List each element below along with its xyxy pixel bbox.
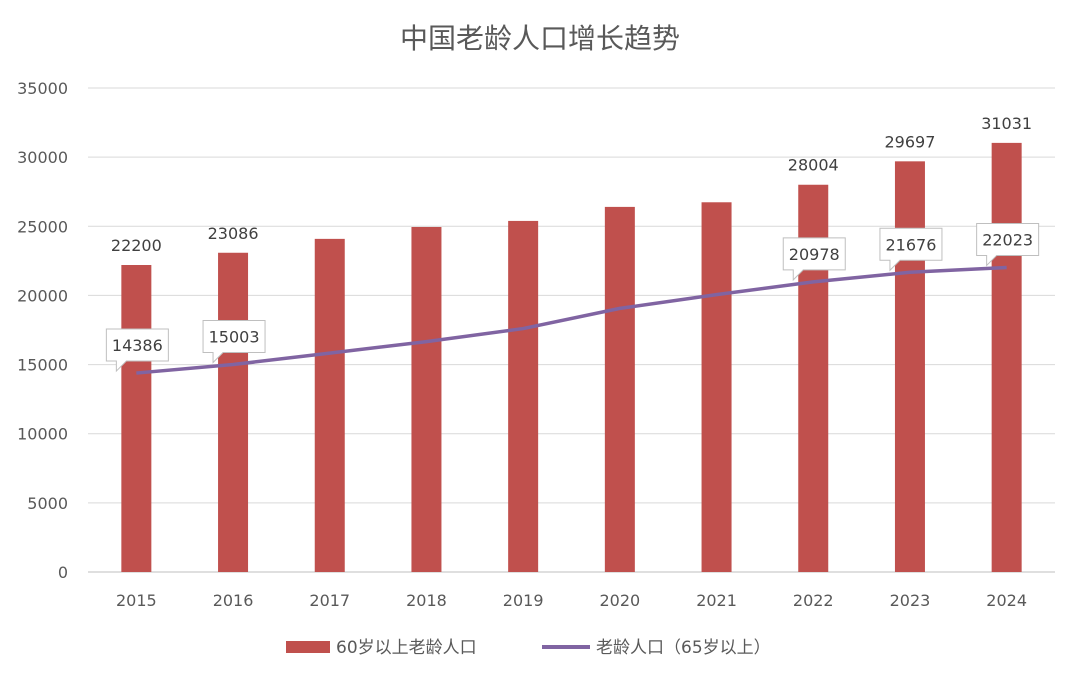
line-value-label: 14386 xyxy=(112,336,163,355)
bar-value-label: 28004 xyxy=(788,156,839,175)
line-value-callout: 14386 xyxy=(105,328,169,373)
line-value-label: 15003 xyxy=(209,328,260,347)
bar-2020 xyxy=(604,206,635,572)
callout-box xyxy=(105,328,169,373)
bar-2015 xyxy=(121,265,152,572)
bar-2024 xyxy=(991,142,1022,572)
legend: 60岁以上老龄人口 老龄人口（65岁以上） xyxy=(286,638,771,658)
bar-value-label: 29697 xyxy=(884,132,935,151)
legend-swatch-bar xyxy=(286,641,330,653)
y-tick-label: 35000 xyxy=(17,79,68,98)
callout-box xyxy=(879,227,943,272)
x-tick-label: 2018 xyxy=(406,591,447,610)
chart-title: 中国老龄人口增长趋势 xyxy=(400,22,680,55)
line-path xyxy=(136,265,1007,375)
gridlines xyxy=(88,87,1055,573)
bar-2017 xyxy=(314,238,345,572)
y-tick-label: 5000 xyxy=(27,494,68,513)
callout-box xyxy=(782,237,846,282)
bar-2016 xyxy=(218,252,249,572)
line-value-callout: 21676 xyxy=(879,227,943,272)
line-value-callout: 15003 xyxy=(202,320,266,364)
x-tick-label: 2016 xyxy=(213,591,254,610)
y-tick-label: 15000 xyxy=(17,356,68,375)
x-tick-label: 2015 xyxy=(116,591,157,610)
line-series xyxy=(136,265,1007,375)
bar-value-label: 31031 xyxy=(981,114,1032,133)
x-tick-label: 2023 xyxy=(890,591,931,610)
line-value-callout: 20978 xyxy=(782,237,846,282)
y-tick-label: 25000 xyxy=(17,217,68,236)
bar-2023 xyxy=(894,161,925,572)
data-labels: 22200 23086 28004 29697 31031 14386 15003 20978… xyxy=(105,114,1040,373)
x-tick-label: 2020 xyxy=(599,591,640,610)
line-value-label: 21676 xyxy=(885,235,936,254)
bar-2019 xyxy=(508,220,539,572)
bar-2021 xyxy=(701,202,732,573)
x-tick-label: 2024 xyxy=(986,591,1027,610)
callout-box xyxy=(202,320,266,364)
bar-series xyxy=(121,142,1022,573)
y-tick-label: 0 xyxy=(58,563,68,582)
legend-label-bar: 60岁以上老龄人口 xyxy=(336,638,477,658)
line-value-callout: 22023 xyxy=(976,222,1040,267)
x-tick-label: 2019 xyxy=(503,591,544,610)
y-tick-label: 30000 xyxy=(17,148,68,167)
bar-value-label: 23086 xyxy=(208,224,259,243)
y-tick-label: 20000 xyxy=(17,286,68,305)
y-axis-ticks: 0 5000 10000 15000 20000 25000 30000 35000 xyxy=(17,79,68,582)
line-value-label: 20978 xyxy=(789,245,840,264)
x-tick-label: 2021 xyxy=(696,591,737,610)
bar-2018 xyxy=(411,226,442,572)
bar-value-label: 22200 xyxy=(111,236,162,255)
x-tick-label: 2022 xyxy=(793,591,834,610)
line-value-label: 22023 xyxy=(982,230,1033,249)
y-tick-label: 10000 xyxy=(17,425,68,444)
callout-box xyxy=(976,222,1040,267)
x-tick-label: 2017 xyxy=(309,591,350,610)
legend-label-line: 老龄人口（65岁以上） xyxy=(596,638,771,658)
x-axis-ticks: 2015 2016 2017 2018 2019 2020 2021 2022 2023 2024 xyxy=(116,591,1027,610)
